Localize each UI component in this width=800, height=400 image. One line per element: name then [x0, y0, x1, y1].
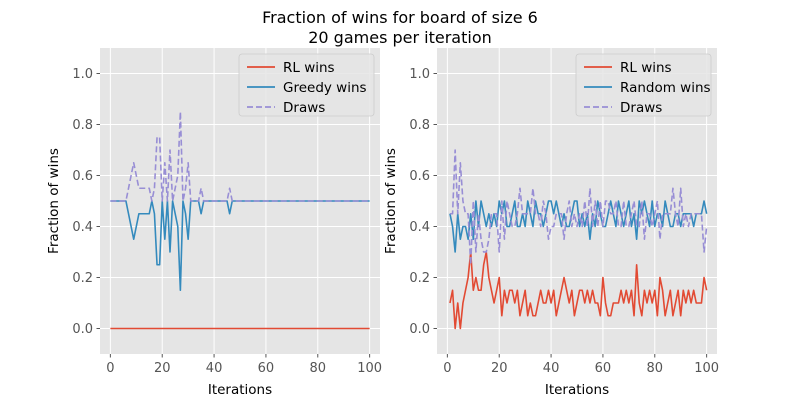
y-tick-label: 0.8: [409, 118, 430, 133]
x-axis-label: Iterations: [208, 382, 272, 398]
x-axis-label: Iterations: [545, 382, 609, 398]
legend: RL wins Greedy wins Draws: [239, 54, 374, 116]
legend-entry: RL wins: [283, 60, 335, 76]
x-tick-label: 0: [106, 361, 114, 376]
y-tick-label: 0.0: [409, 322, 430, 337]
y-tick-label: 0.6: [409, 169, 430, 184]
y-tick-label: 1.0: [72, 67, 93, 82]
x-tick-label: 80: [647, 361, 664, 376]
x-tick-label: 80: [310, 361, 327, 376]
legend-entry: Draws: [283, 100, 325, 116]
y-tick-label: 0.4: [72, 220, 93, 235]
figure-title-line-2: 20 games per iteration: [308, 28, 492, 47]
y-tick-label: 0.8: [72, 118, 93, 133]
x-tick-label: 20: [154, 361, 171, 376]
figure-title-line-1: Fraction of wins for board of size 6: [262, 8, 538, 27]
y-axis-label: Fraction of wins: [383, 148, 399, 254]
legend-entry: Random wins: [620, 80, 711, 96]
y-tick-label: 0.0: [72, 322, 93, 337]
y-tick-label: 0.6: [72, 169, 93, 184]
y-tick-label: 1.0: [409, 67, 430, 82]
left-chart: 0 20 40 60 80 100 0.0 0.2 0.4 0.6 0.8 1.0 Iterations…: [46, 48, 382, 398]
legend-entry: RL wins: [620, 60, 672, 76]
y-axis-label: Fraction of wins: [46, 148, 62, 254]
y-tick-label: 0.2: [72, 271, 93, 286]
x-tick-label: 100: [357, 361, 382, 376]
x-tick-label: 20: [491, 361, 508, 376]
legend: RL wins Random wins Draws: [576, 54, 711, 116]
legend-entry: Greedy wins: [283, 80, 367, 96]
y-tick-label: 0.2: [409, 271, 430, 286]
legend-entry: Draws: [620, 100, 662, 116]
x-tick-label: 100: [694, 361, 719, 376]
y-tick-label: 0.4: [409, 220, 430, 235]
right-chart: 0 20 40 60 80 100 0.0 0.2 0.4 0.6 0.8 1.0 Iterations…: [383, 48, 719, 398]
x-tick-label: 60: [258, 361, 275, 376]
x-tick-label: 40: [543, 361, 560, 376]
x-tick-label: 40: [206, 361, 223, 376]
x-tick-label: 0: [443, 361, 451, 376]
x-tick-label: 60: [595, 361, 612, 376]
